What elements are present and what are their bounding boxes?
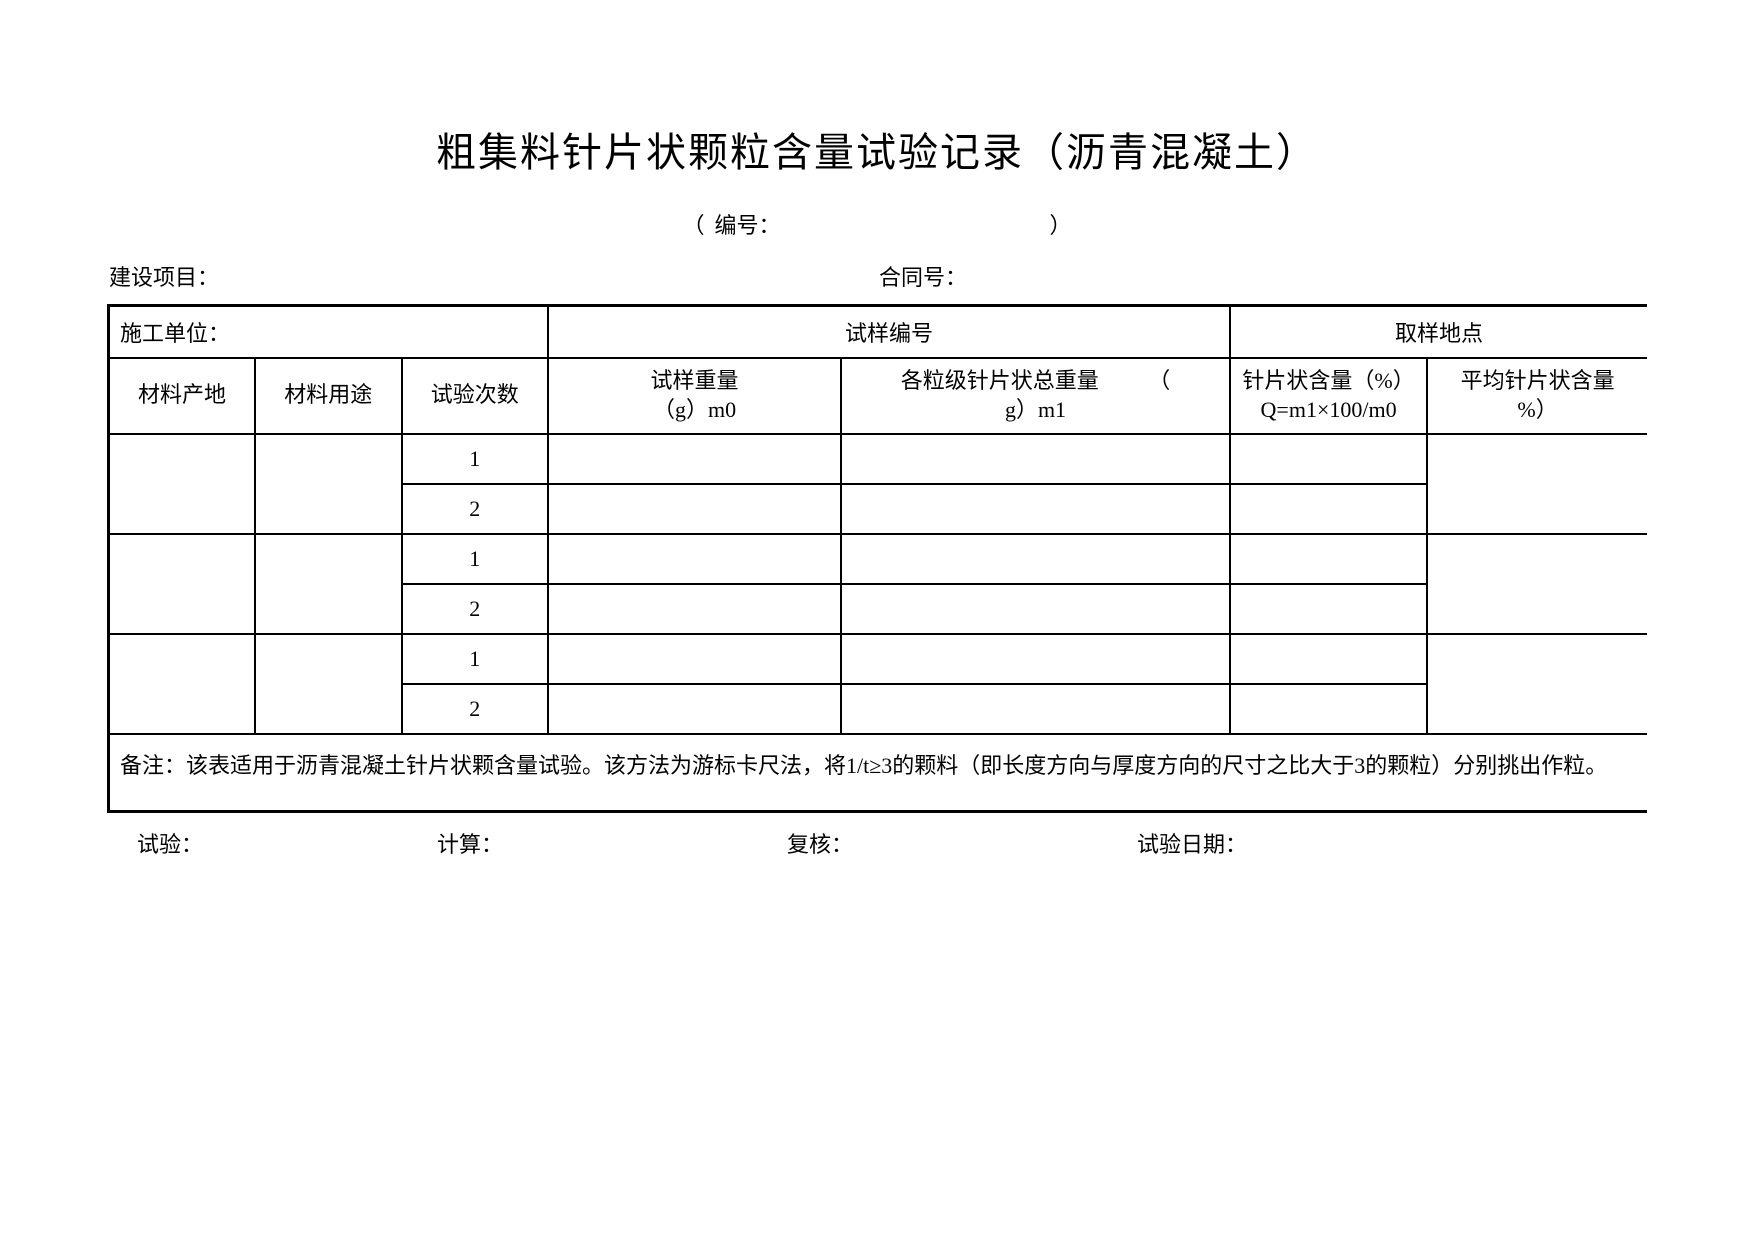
cell-total: [841, 434, 1230, 484]
cell-pct: [1230, 534, 1427, 584]
paren-right: ）: [1050, 213, 1072, 238]
column-header-row: 材料产地 材料用途 试验次数 试样重量 （g）m0 各粒级针片状总重量 （ g）…: [109, 358, 1648, 434]
cell-total: [841, 684, 1230, 734]
footer-calc: 计算：: [437, 827, 787, 859]
cell-weight: [548, 584, 841, 634]
table-header-row: 施工单位： 试样编号 取样地点: [109, 306, 1648, 358]
cell-test-num: 2: [402, 484, 549, 534]
col-sample-weight: 试样重量 （g）m0: [548, 358, 841, 434]
col-content-pct: 针片状含量（%） Q=m1×100/m0: [1230, 358, 1427, 434]
footer-row: 试验： 计算： 复核： 试验日期：: [107, 827, 1647, 859]
col-total-weight-l1: 各粒级针片状总重量 （: [901, 368, 1171, 393]
footer-date: 试验日期：: [1137, 827, 1437, 859]
table-row: 1: [109, 534, 1648, 584]
cell-test-num: 2: [402, 584, 549, 634]
cell-test-num: 2: [402, 684, 549, 734]
cell-pct: [1230, 684, 1427, 734]
cell-use: [255, 634, 402, 734]
cell-total: [841, 584, 1230, 634]
cell-pct: [1230, 484, 1427, 534]
cell-test-num: 1: [402, 534, 549, 584]
number-label: 编号：: [714, 213, 769, 238]
cell-origin: [109, 434, 256, 534]
col-content-pct-l2: Q=m1×100/m0: [1261, 397, 1397, 422]
note-text: 备注：该表适用于沥青混凝土针片状颗含量试验。该方法为游标卡尺法，将1/t≥3的颗…: [109, 734, 1648, 812]
col-sample-weight-l2: （g）m0: [653, 397, 736, 422]
cell-total: [841, 484, 1230, 534]
cell-weight: [548, 534, 841, 584]
col-material-use: 材料用途: [255, 358, 402, 434]
cell-weight: [548, 684, 841, 734]
col-sample-weight-l1: 试样重量: [651, 368, 739, 393]
sample-location-label: 取样地点: [1230, 306, 1647, 358]
contract-label: 合同号：: [879, 260, 967, 292]
table-row: 1: [109, 434, 1648, 484]
footer-test: 试验：: [137, 827, 437, 859]
col-total-weight: 各粒级针片状总重量 （ g）m1: [841, 358, 1230, 434]
cell-pct: [1230, 434, 1427, 484]
cell-weight: [548, 634, 841, 684]
cell-origin: [109, 634, 256, 734]
col-total-weight-l2: g）m1: [1005, 397, 1066, 422]
col-avg-content-l1: 平均针片状含量: [1461, 368, 1615, 393]
construction-unit-label: 施工单位：: [109, 306, 549, 358]
cell-use: [255, 434, 402, 534]
col-avg-content: 平均针片状含量 %）: [1427, 358, 1647, 434]
col-material-origin: 材料产地: [109, 358, 256, 434]
page-title: 粗集料针片状颗粒含量试验记录（沥青混凝土）: [107, 120, 1647, 178]
cell-pct: [1230, 634, 1427, 684]
table-row: 1: [109, 634, 1648, 684]
cell-avg: [1427, 434, 1647, 534]
cell-test-num: 1: [402, 634, 549, 684]
col-avg-content-l2: %）: [1517, 397, 1557, 422]
document-number-row: （ 编号： ）: [107, 208, 1647, 240]
main-table: 施工单位： 试样编号 取样地点 材料产地 材料用途 试验次数 试样重量 （g）m…: [107, 304, 1647, 813]
cell-test-num: 1: [402, 434, 549, 484]
cell-avg: [1427, 534, 1647, 634]
cell-use: [255, 534, 402, 634]
note-row: 备注：该表适用于沥青混凝土针片状颗含量试验。该方法为游标卡尺法，将1/t≥3的颗…: [109, 734, 1648, 812]
col-content-pct-l1: 针片状含量（%）: [1242, 368, 1414, 393]
paren-left: （: [682, 213, 704, 238]
top-info-row: 建设项目： 合同号：: [107, 260, 1647, 292]
cell-origin: [109, 534, 256, 634]
footer-review: 复核：: [787, 827, 1137, 859]
cell-pct: [1230, 584, 1427, 634]
cell-avg: [1427, 634, 1647, 734]
cell-weight: [548, 434, 841, 484]
cell-weight: [548, 484, 841, 534]
col-test-count: 试验次数: [402, 358, 549, 434]
cell-total: [841, 634, 1230, 684]
sample-number-label: 试样编号: [548, 306, 1230, 358]
cell-total: [841, 534, 1230, 584]
project-label: 建设项目：: [109, 260, 219, 292]
